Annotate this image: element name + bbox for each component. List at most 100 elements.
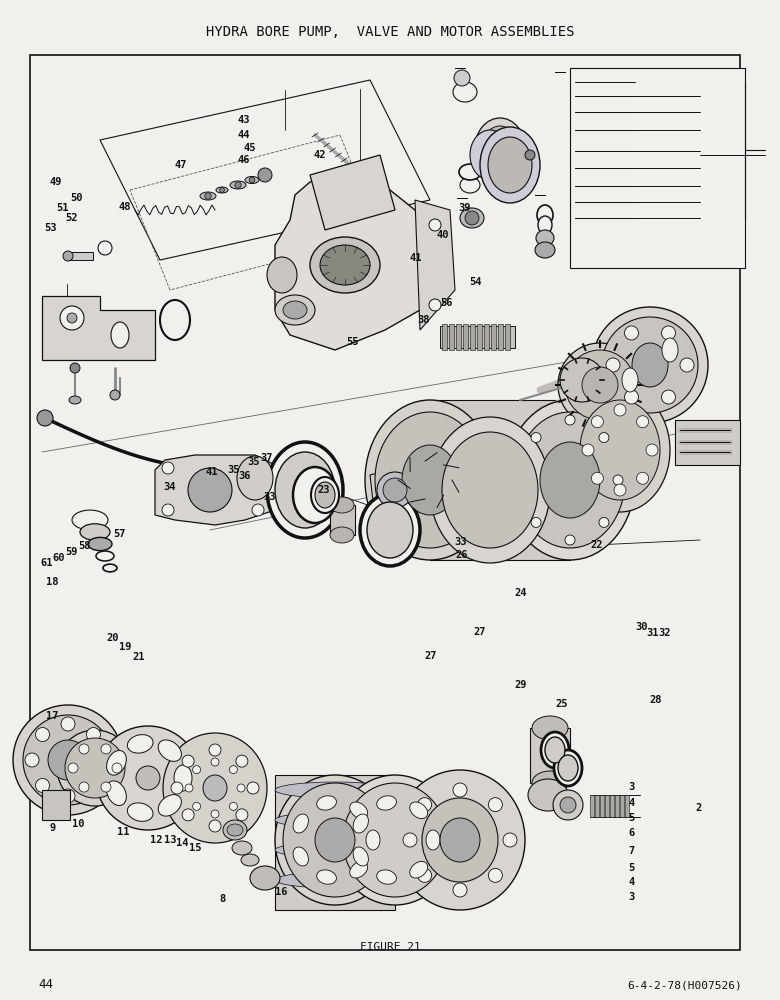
Ellipse shape <box>554 750 582 786</box>
Ellipse shape <box>107 750 126 775</box>
Text: 9: 9 <box>49 823 55 833</box>
Text: 34: 34 <box>164 482 176 492</box>
Circle shape <box>614 484 626 496</box>
Ellipse shape <box>349 802 367 819</box>
Text: 60: 60 <box>52 553 65 563</box>
Circle shape <box>465 211 479 225</box>
Ellipse shape <box>540 442 600 518</box>
Circle shape <box>68 763 78 773</box>
Ellipse shape <box>515 412 625 548</box>
Text: 5: 5 <box>629 813 635 823</box>
Ellipse shape <box>317 796 336 810</box>
Ellipse shape <box>662 338 678 362</box>
Text: 19: 19 <box>119 642 131 652</box>
Ellipse shape <box>570 388 670 512</box>
Ellipse shape <box>237 456 273 500</box>
Bar <box>440 326 515 348</box>
Ellipse shape <box>275 812 395 828</box>
Text: 35: 35 <box>247 457 260 467</box>
Circle shape <box>258 168 272 182</box>
Circle shape <box>229 766 237 774</box>
Text: 44: 44 <box>237 130 250 140</box>
Circle shape <box>185 784 193 792</box>
Text: HYDRA BORE PUMP,  VALVE AND MOTOR ASSEMBLIES: HYDRA BORE PUMP, VALVE AND MOTOR ASSEMBL… <box>206 25 574 39</box>
Circle shape <box>429 219 441 231</box>
Ellipse shape <box>536 230 554 246</box>
Circle shape <box>60 306 84 330</box>
Ellipse shape <box>537 205 553 225</box>
Circle shape <box>503 833 517 847</box>
Ellipse shape <box>127 803 153 821</box>
Text: 3: 3 <box>629 782 635 792</box>
Ellipse shape <box>174 765 192 791</box>
Ellipse shape <box>310 237 380 293</box>
Ellipse shape <box>216 187 228 193</box>
Text: 53: 53 <box>44 223 57 233</box>
Bar <box>530 728 570 783</box>
Bar <box>449 324 454 350</box>
Circle shape <box>13 705 123 815</box>
Ellipse shape <box>72 510 108 530</box>
Text: 28: 28 <box>649 695 661 705</box>
Circle shape <box>87 778 101 792</box>
Circle shape <box>582 367 618 403</box>
Circle shape <box>592 307 708 423</box>
Text: 61: 61 <box>41 558 53 568</box>
Ellipse shape <box>275 452 335 528</box>
Polygon shape <box>275 175 435 350</box>
Circle shape <box>110 390 120 400</box>
Ellipse shape <box>293 847 308 866</box>
Ellipse shape <box>343 783 447 897</box>
Ellipse shape <box>459 164 481 180</box>
Ellipse shape <box>442 432 538 548</box>
Text: 26: 26 <box>456 550 468 560</box>
Bar <box>615 795 619 817</box>
Ellipse shape <box>488 137 532 193</box>
Ellipse shape <box>330 527 354 543</box>
Text: 58: 58 <box>78 541 90 551</box>
Circle shape <box>661 390 675 404</box>
Circle shape <box>565 350 635 420</box>
Ellipse shape <box>541 732 569 768</box>
Text: 47: 47 <box>175 160 187 170</box>
Circle shape <box>517 475 527 485</box>
Bar <box>595 795 599 817</box>
Ellipse shape <box>366 830 380 850</box>
Polygon shape <box>310 155 395 230</box>
Circle shape <box>193 766 200 774</box>
Bar <box>625 795 629 817</box>
Ellipse shape <box>367 502 413 558</box>
Ellipse shape <box>293 467 337 523</box>
Ellipse shape <box>558 755 578 781</box>
Text: 48: 48 <box>119 202 131 212</box>
Polygon shape <box>100 80 430 260</box>
Ellipse shape <box>283 783 387 897</box>
Circle shape <box>429 299 441 311</box>
Ellipse shape <box>410 802 427 819</box>
Text: 38: 38 <box>417 315 430 325</box>
Text: 17: 17 <box>46 711 58 721</box>
Ellipse shape <box>230 181 246 189</box>
Bar <box>498 324 503 350</box>
Text: 15: 15 <box>189 843 201 853</box>
Ellipse shape <box>535 242 555 258</box>
Text: 6: 6 <box>629 828 635 838</box>
Bar <box>330 505 355 535</box>
Circle shape <box>565 415 575 425</box>
Ellipse shape <box>80 524 110 540</box>
Text: 6-4-2-78(H007526): 6-4-2-78(H007526) <box>627 980 742 990</box>
Circle shape <box>383 478 407 502</box>
Bar <box>470 324 475 350</box>
Ellipse shape <box>440 818 480 862</box>
Circle shape <box>606 358 620 372</box>
Circle shape <box>193 802 200 810</box>
Circle shape <box>525 150 535 160</box>
Ellipse shape <box>528 779 568 811</box>
Circle shape <box>403 833 417 847</box>
Polygon shape <box>370 460 440 545</box>
Bar <box>610 795 614 817</box>
Text: 32: 32 <box>658 628 671 638</box>
Circle shape <box>65 738 125 798</box>
Ellipse shape <box>330 497 354 513</box>
Bar <box>484 324 489 350</box>
